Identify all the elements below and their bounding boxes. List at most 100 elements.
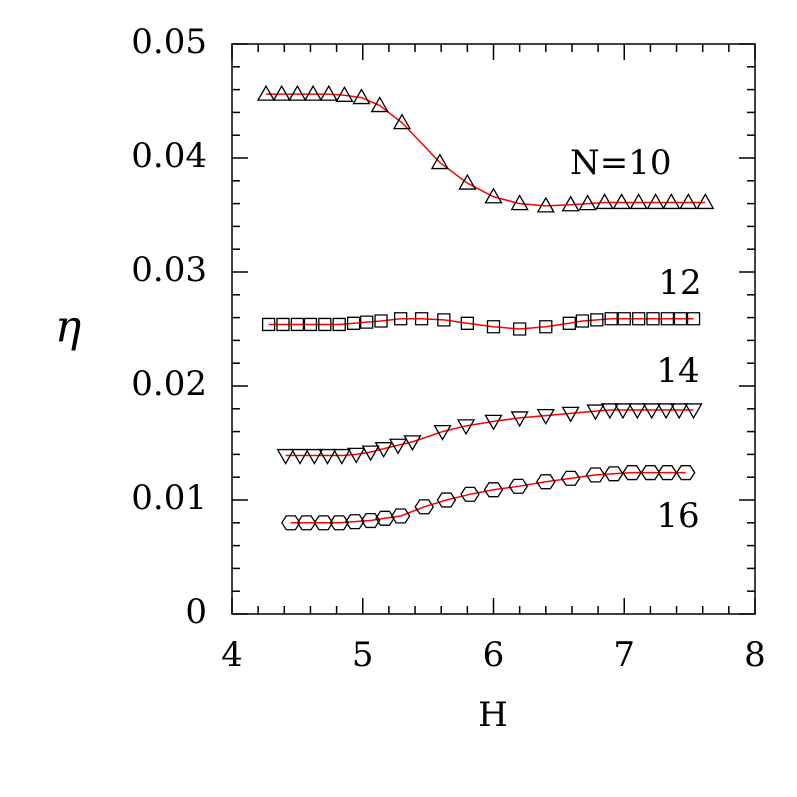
y-tick-label: 0.02 <box>131 364 207 404</box>
marker <box>414 499 434 515</box>
marker <box>617 312 631 326</box>
marker <box>585 467 606 483</box>
marker <box>562 316 576 330</box>
fit-line <box>268 317 694 330</box>
marker <box>508 478 529 494</box>
marker <box>318 317 332 332</box>
x-tick-label: 6 <box>483 635 505 675</box>
marker <box>561 195 580 212</box>
marker <box>578 194 597 211</box>
marker <box>604 312 618 326</box>
marker <box>288 84 307 101</box>
marker <box>272 84 291 101</box>
marker <box>290 317 305 332</box>
marker <box>313 515 334 531</box>
marker <box>686 312 701 326</box>
marker <box>332 317 346 332</box>
marker <box>352 88 371 105</box>
marker <box>662 193 681 210</box>
marker <box>460 316 474 330</box>
marker <box>684 403 703 420</box>
series-label: N=10 <box>570 143 672 183</box>
marker <box>560 470 581 486</box>
x-tick-label: 7 <box>613 635 635 675</box>
marker <box>660 312 675 326</box>
marker <box>319 84 338 101</box>
marker <box>318 448 337 465</box>
marker <box>430 153 450 170</box>
y-tick-label: 0.04 <box>131 136 207 176</box>
marker <box>613 403 633 420</box>
marker <box>370 96 389 113</box>
marker <box>590 313 604 327</box>
marker <box>631 312 646 326</box>
marker <box>388 438 408 455</box>
y-tick-label: 0.03 <box>131 250 207 290</box>
marker <box>347 447 366 464</box>
marker <box>329 515 349 531</box>
marker <box>536 196 555 213</box>
y-tick-label: 0 <box>185 592 207 632</box>
marker <box>539 320 553 334</box>
marker <box>646 312 660 326</box>
marker <box>392 113 412 130</box>
x-axis-label: H <box>478 695 508 735</box>
marker <box>460 486 480 502</box>
marker <box>303 317 318 332</box>
marker <box>484 414 503 431</box>
marker <box>256 84 276 101</box>
marker <box>296 515 317 531</box>
marker <box>437 313 451 327</box>
marker <box>657 465 678 481</box>
series-label: 16 <box>656 496 699 536</box>
marker <box>458 173 477 190</box>
marker <box>628 403 647 420</box>
marker <box>642 403 661 420</box>
marker <box>374 314 388 328</box>
marker <box>484 187 503 204</box>
series-label: 12 <box>658 263 701 303</box>
marker <box>510 194 529 211</box>
x-tick-label: 4 <box>221 635 243 675</box>
marker <box>276 448 295 465</box>
x-tick-label: 5 <box>352 635 374 675</box>
marker <box>513 322 527 336</box>
marker <box>510 411 529 428</box>
marker <box>346 316 361 330</box>
marker <box>261 317 276 332</box>
marker <box>433 424 452 441</box>
marker <box>595 193 614 210</box>
y-tick-label: 0.01 <box>131 478 207 518</box>
marker <box>281 515 301 531</box>
series-label: 14 <box>656 351 699 391</box>
marker <box>305 448 324 465</box>
marker <box>536 408 555 425</box>
fit-line <box>285 409 694 457</box>
marker <box>332 448 351 465</box>
marker <box>276 317 290 332</box>
marker <box>656 403 676 420</box>
marker <box>679 193 698 210</box>
marker <box>561 406 580 423</box>
marker <box>303 84 323 101</box>
marker <box>673 312 688 326</box>
marker <box>675 465 696 481</box>
marker <box>586 404 605 421</box>
marker <box>414 312 429 326</box>
marker <box>670 403 689 420</box>
marker <box>575 314 590 328</box>
marker <box>361 445 380 462</box>
x-tick-label: 8 <box>744 635 766 675</box>
marker <box>629 193 648 210</box>
marker <box>486 320 501 334</box>
marker <box>536 474 556 490</box>
marker <box>345 514 365 530</box>
marker <box>394 312 408 326</box>
marker <box>335 85 354 102</box>
marker <box>483 482 504 498</box>
marker <box>696 193 715 210</box>
marker <box>374 442 393 459</box>
marker <box>403 435 422 452</box>
marker <box>436 492 457 508</box>
